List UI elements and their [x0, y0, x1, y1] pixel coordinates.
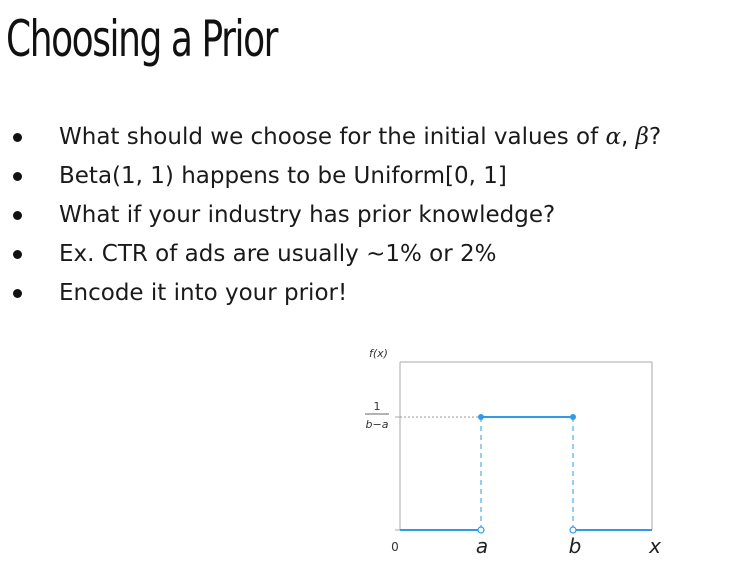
bullet-dot-icon	[13, 289, 22, 298]
beta-symbol: β	[635, 124, 649, 150]
bullet-item: Encode it into your prior!	[0, 274, 748, 313]
question-mark: ?	[648, 124, 662, 150]
a-closed-point	[478, 414, 484, 420]
b-closed-point	[570, 414, 576, 420]
bullet-item: What should we choose for the initial va…	[0, 118, 748, 157]
height-numerator: 1	[374, 400, 381, 413]
bullet-text-main: What should we choose for the initial va…	[59, 124, 606, 150]
bullet-item: Beta(1, 1) happens to be Uniform[0, 1]	[0, 157, 748, 196]
alpha-symbol: α	[605, 124, 622, 150]
comma-separator: ,	[621, 124, 636, 150]
b-label: b	[569, 534, 582, 558]
bullet-text: Ex. CTR of ads are usually ~1% or 2%	[59, 241, 497, 267]
b-open-point	[569, 526, 577, 534]
x-axis-label: x	[648, 534, 661, 558]
slide-title: Choosing a Prior	[6, 10, 278, 68]
a-open-point	[477, 526, 485, 534]
a-label: a	[476, 534, 488, 558]
bullet-item: What if your industry has prior knowledg…	[0, 196, 748, 235]
bullet-list: What should we choose for the initial va…	[0, 118, 748, 313]
y-axis-label: f(x)	[369, 347, 388, 360]
uniform-distribution-plot: f(x) 1 b−a 0 a b x	[365, 347, 661, 558]
bullet-text: What should we choose for the initial va…	[59, 118, 661, 157]
bullet-item: Ex. CTR of ads are usually ~1% or 2%	[0, 235, 748, 274]
bullet-text: What if your industry has prior knowledg…	[59, 202, 556, 228]
bullet-dot-icon	[13, 172, 22, 181]
bullet-text: Beta(1, 1) happens to be Uniform[0, 1]	[59, 163, 507, 189]
bullet-dot-icon	[13, 133, 22, 142]
bullet-dot-icon	[13, 250, 22, 259]
bullet-text: Encode it into your prior!	[59, 280, 348, 306]
height-denominator: b−a	[366, 418, 389, 431]
origin-label: 0	[391, 540, 399, 554]
uniform-distribution-figure: f(x) 1 b−a 0 a b x	[355, 338, 685, 563]
bullet-dot-icon	[13, 211, 22, 220]
